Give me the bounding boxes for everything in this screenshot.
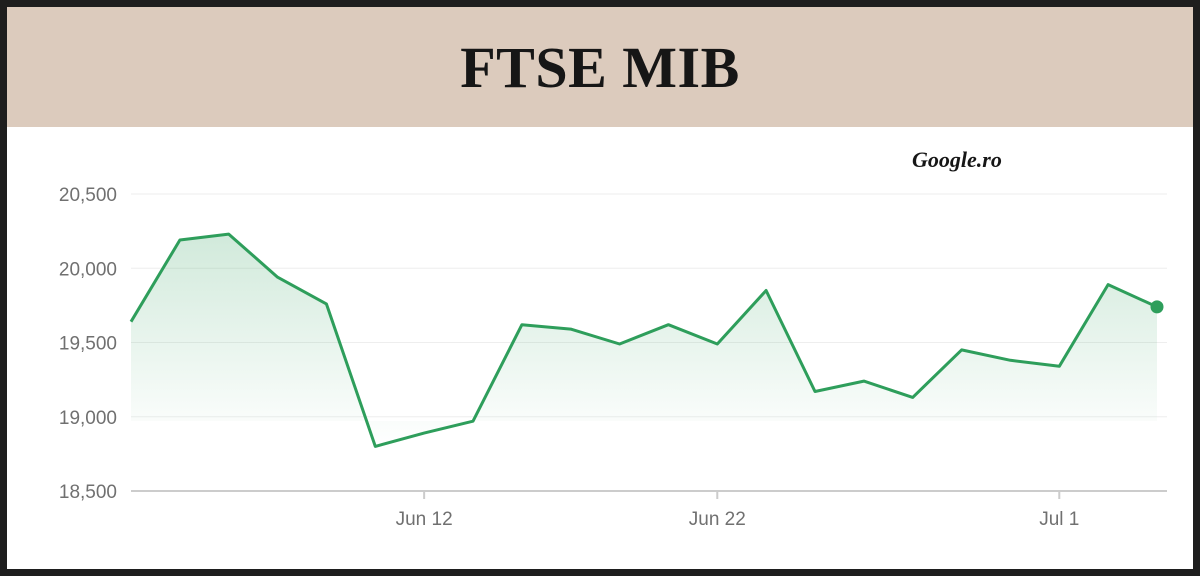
data-point: [227, 232, 231, 236]
data-point: [324, 302, 328, 306]
x-tick-label: Jun 12: [396, 509, 453, 530]
chart-header: FTSE MIB: [7, 7, 1193, 127]
data-point: [618, 342, 622, 346]
y-tick-label: 18,500: [59, 482, 117, 503]
source-label: Google.ro: [912, 147, 1002, 172]
y-tick-label: 20,000: [59, 259, 117, 280]
data-point: [1106, 283, 1110, 287]
series-area-fill: [131, 234, 1157, 447]
data-point: [373, 444, 377, 448]
data-point: [520, 323, 524, 327]
chart-title: FTSE MIB: [460, 34, 740, 100]
data-point: [471, 419, 475, 423]
y-tick-label: 20,500: [59, 185, 117, 206]
x-tick-label: Jul 1: [1039, 509, 1079, 530]
data-point: [813, 390, 817, 394]
data-point: [715, 342, 719, 346]
y-tick-label: 19,000: [59, 408, 117, 429]
line-chart: 18,500 19,000 19,500 20,000 20,500 Jun 12 Jun …: [59, 185, 1167, 530]
data-point: [764, 289, 768, 293]
data-point: [276, 275, 280, 279]
y-tick-label: 19,500: [59, 334, 117, 355]
data-point: [422, 431, 426, 435]
series-line: [129, 232, 1158, 448]
data-point: [569, 327, 573, 331]
data-point: [666, 323, 670, 327]
data-point: [862, 379, 866, 383]
data-point: [1008, 358, 1012, 362]
last-data-point: [1150, 300, 1164, 314]
x-tick-label: Jun 22: [689, 509, 746, 530]
data-point: [1057, 364, 1061, 368]
data-point: [960, 348, 964, 352]
data-point: [129, 320, 133, 324]
data-point: [911, 395, 915, 399]
data-point: [178, 238, 182, 242]
